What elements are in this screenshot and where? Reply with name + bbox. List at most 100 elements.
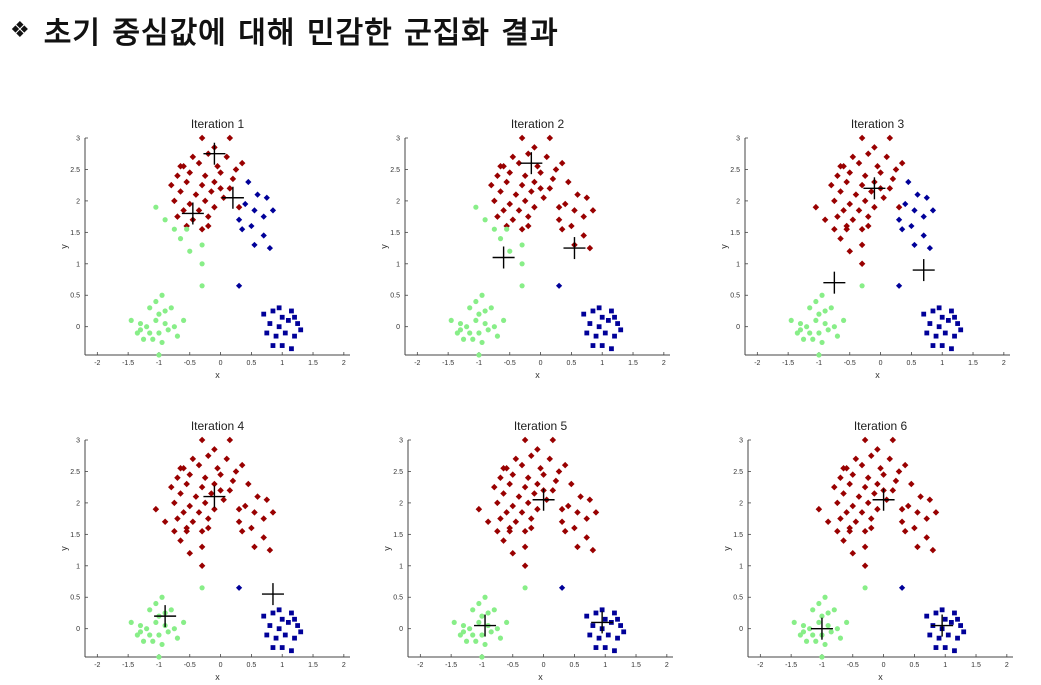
point-cluster-top (521, 197, 529, 205)
point-cluster-top (580, 213, 587, 220)
point-cluster-right (615, 321, 621, 326)
point-cluster-top (217, 169, 224, 176)
point-cluster-top (849, 216, 857, 224)
point-cluster-top (574, 543, 581, 551)
point-cluster-top (843, 225, 850, 233)
point-cluster-left (150, 336, 156, 342)
point-cluster-top (855, 159, 863, 167)
point-cluster-top (855, 493, 863, 500)
centroid-marker (912, 259, 935, 282)
x-tick-label: 1 (603, 662, 607, 669)
point-cluster-top (152, 505, 160, 513)
y-tick-label: 0 (399, 626, 403, 633)
x-tick-label: 2 (1005, 662, 1009, 669)
y-tick-label: 0.5 (390, 293, 400, 300)
point-cluster-left (816, 311, 822, 317)
y-tick-label: 2 (399, 500, 403, 507)
point-cluster-right (921, 311, 927, 317)
x-tick-label: 2 (665, 662, 669, 669)
point-cluster-left (168, 607, 174, 613)
x-tick-label: -1.5 (782, 360, 794, 367)
point-cluster-right (596, 305, 602, 311)
x-tick-label: 1 (943, 662, 947, 669)
point-cluster-right (621, 629, 627, 635)
point-cluster-left (519, 283, 525, 289)
x-axis-label: x (875, 370, 880, 380)
point-cluster-left (153, 600, 159, 607)
point-cluster-right (298, 629, 304, 635)
y-tick-label: 1.5 (733, 532, 743, 539)
point-cluster-right (279, 616, 285, 622)
point-cluster-top (871, 490, 878, 497)
plot-title: Iteration 5 (514, 419, 568, 433)
point-cluster-top (537, 169, 544, 176)
point-cluster-left (476, 600, 482, 607)
point-cluster-right (605, 632, 611, 638)
point-cluster-right (936, 324, 942, 330)
point-cluster-left (485, 610, 491, 616)
point-cluster-left (519, 261, 525, 267)
point-cluster-left (837, 635, 844, 641)
y-tick-label: 3 (396, 136, 400, 143)
y-tick-label: 2 (76, 500, 80, 507)
point-cluster-top (198, 527, 206, 535)
point-cluster-top (871, 203, 878, 211)
point-cluster-top (849, 502, 857, 510)
y-axis-label: y (379, 244, 389, 249)
point-cluster-right (933, 645, 939, 650)
point-cluster-left (171, 626, 177, 632)
point-cluster-right (292, 333, 297, 339)
point-cluster-left (816, 619, 822, 626)
point-cluster-top (837, 235, 844, 242)
point-cluster-top (229, 175, 237, 183)
x-tick-label: -1 (819, 662, 825, 669)
y-tick-label: 0 (736, 324, 740, 331)
x-tick-label: 0 (539, 360, 543, 367)
point-cluster-top (865, 213, 872, 220)
point-cluster-top (831, 225, 838, 233)
point-cluster-top (898, 159, 906, 167)
point-cluster-top (161, 518, 169, 526)
point-cluster-top (552, 166, 560, 173)
point-cluster-right (260, 232, 267, 239)
y-tick-label: 1.5 (70, 230, 80, 237)
point-cluster-left (519, 242, 525, 248)
point-cluster-left (800, 622, 807, 629)
point-cluster-left (464, 324, 470, 330)
point-cluster-left (834, 333, 841, 339)
point-cluster-top (177, 537, 184, 544)
plot-title: Iteration 3 (851, 117, 905, 131)
scatter-svg: Iteration 1 -2 -1.5 -1 -0.5 0 0.5 1 1.5 2 0 0.5 1 1.5… (59, 117, 350, 380)
point-cluster-top (886, 455, 893, 463)
point-cluster-top (565, 178, 572, 186)
point-cluster-top (208, 188, 215, 195)
point-cluster-right (584, 613, 590, 619)
point-cluster-right (958, 327, 964, 333)
point-cluster-right (242, 200, 249, 208)
point-cluster-left (199, 283, 205, 289)
point-cluster-top (214, 465, 221, 472)
point-cluster-left (494, 333, 501, 339)
point-cluster-top (574, 191, 581, 198)
point-cluster-left (819, 654, 825, 660)
point-cluster-top (568, 480, 575, 488)
point-cluster-top (491, 197, 498, 205)
point-cluster-left (159, 292, 165, 298)
point-cluster-right (235, 282, 243, 289)
centroid-marker (261, 583, 284, 606)
point-cluster-top (577, 493, 584, 500)
point-cluster-top (528, 524, 535, 532)
x-tick-label: -0.5 (184, 360, 196, 367)
centroid-marker (563, 237, 586, 260)
point-cluster-right (958, 623, 964, 628)
point-cluster-left (199, 585, 205, 591)
point-cluster-top (855, 207, 863, 214)
point-cluster-right (292, 616, 297, 622)
iteration-plot-3: Iteration 3 -2 -1.5 -1 -0.5 0 0.5 1 1.5 2 0 0.5 1 1.5… (715, 110, 1015, 380)
y-tick-label: 0.5 (70, 595, 80, 602)
point-cluster-top (861, 527, 869, 535)
point-cluster-right (270, 645, 276, 650)
point-cluster-top (852, 191, 860, 198)
x-tick-label: 0 (219, 662, 223, 669)
point-cluster-top (189, 518, 197, 526)
